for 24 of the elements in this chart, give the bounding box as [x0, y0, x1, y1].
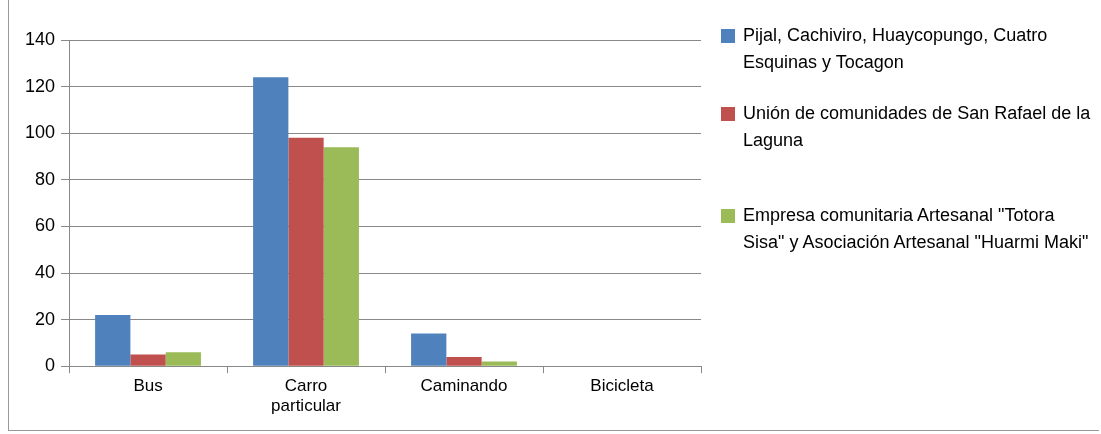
bar	[253, 77, 289, 366]
bar	[481, 361, 517, 366]
y-tick-label: 140	[24, 28, 56, 49]
y-tick-label: 120	[24, 75, 56, 96]
legend-label: Pijal, Cachiviro, Huaycopungo, Cuatro Esquinas y Tocagon	[743, 25, 1048, 72]
y-tick-label: 100	[24, 122, 56, 143]
y-tick-label: 0	[45, 355, 56, 376]
bar	[323, 147, 359, 366]
y-tick-label: 80	[35, 168, 56, 189]
y-tick-label: 40	[35, 261, 56, 282]
bar	[165, 352, 201, 366]
legend-label: Empresa comunitaria Artesanal "Totora Sisa" y Asociación Artesanal "Huarmi Maki"	[743, 205, 1089, 252]
bar	[95, 314, 131, 366]
x-tick-label: Bus	[133, 376, 163, 396]
bar	[446, 356, 482, 366]
x-tick-label: Bicicleta	[590, 376, 655, 396]
legend-label: Unión de comunidades de San Rafael de la Laguna	[743, 103, 1091, 150]
x-tick-label: Carro particular	[271, 376, 342, 416]
bar	[130, 354, 166, 366]
bar	[288, 137, 324, 366]
y-tick-label: 60	[35, 215, 56, 236]
bar	[411, 333, 447, 366]
y-tick-label: 20	[35, 308, 56, 329]
x-tick-label: Caminando	[420, 376, 508, 396]
